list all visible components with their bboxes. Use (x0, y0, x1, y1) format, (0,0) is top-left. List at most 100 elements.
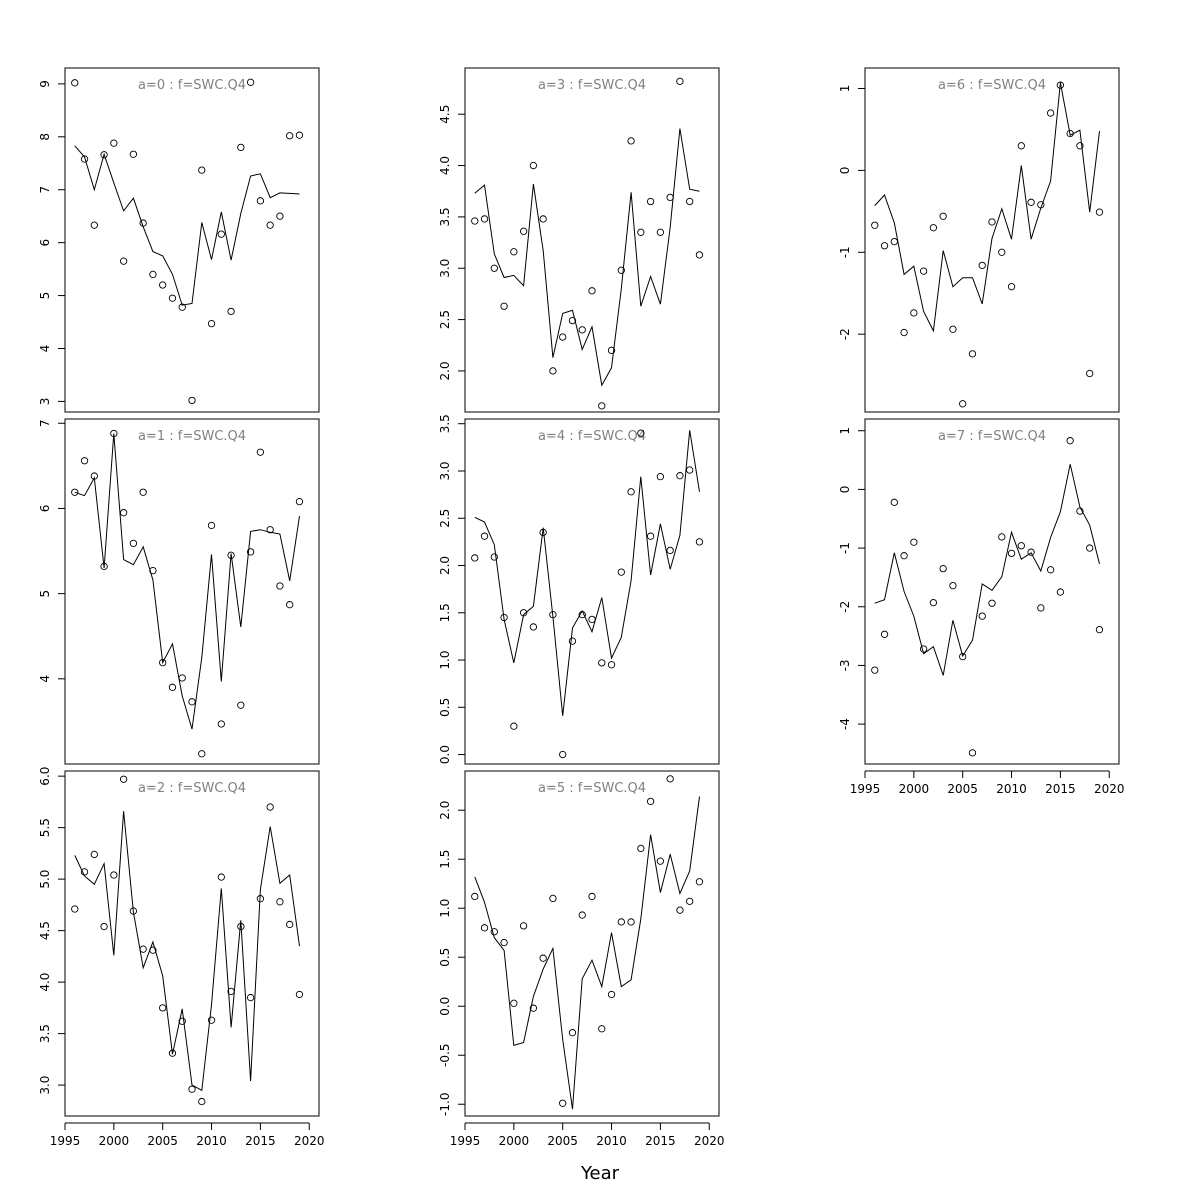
observed-point (1046, 566, 1055, 574)
observed-point (480, 215, 489, 223)
plot-frame (864, 67, 1120, 413)
x-tick-label: 2005 (147, 1134, 178, 1148)
panel-5: a=5 : f=SWC.Q4 -1.0 -0.5 0.0 0.5 1.0 1.5 2.0 199… (438, 770, 725, 1148)
observed-point (890, 498, 898, 506)
y-tick-label: -3 (838, 659, 852, 671)
y-tick-label: 0 (838, 167, 852, 175)
observed-point (110, 139, 118, 147)
observed-point (617, 568, 625, 576)
y-tick-label: 4.5 (438, 105, 452, 124)
observed-point (198, 166, 206, 174)
plot-frame (64, 418, 320, 765)
y-tick-label: 0 (838, 486, 852, 494)
observed-point (139, 945, 147, 953)
observed-point (188, 396, 196, 405)
observed-point (510, 999, 518, 1007)
plot-frame (64, 770, 320, 1117)
x-tick-label: 2000 (99, 1134, 130, 1148)
fitted-series-line (474, 430, 700, 716)
panel-6: a=6 : f=SWC.Q4 -2 -1 0 1 (838, 67, 1120, 413)
observed-point (959, 400, 967, 408)
observed-point (578, 911, 586, 919)
plot-frame (464, 418, 720, 765)
observed-point (978, 612, 986, 620)
observed-point (1007, 549, 1016, 558)
observed-point (666, 775, 674, 783)
y-tick-label: 3.0 (438, 259, 452, 278)
y-tick-label: 0.0 (438, 745, 452, 764)
y-tick-label: 7 (38, 186, 52, 194)
observed-point (646, 797, 655, 806)
observed-point (588, 615, 596, 624)
observed-point (1086, 544, 1094, 552)
observed-point (988, 599, 996, 607)
observed-point (217, 720, 225, 728)
fitted-series-line (474, 796, 700, 1110)
y-tick-label: 1 (838, 427, 852, 435)
y-tick-label: 6 (38, 239, 52, 247)
y-tick-label: -1.0 (438, 1093, 452, 1116)
observed-point (256, 197, 265, 205)
observed-point (978, 261, 986, 270)
x-tick-label: 2010 (596, 1134, 627, 1148)
observed-point (607, 661, 616, 669)
panel-4: a=4 : f=SWC.Q4 0.0 0.5 1.0 1.5 2.0 2.5 3.0 3.5 (438, 414, 720, 765)
x-tick-label: 2020 (1094, 782, 1125, 796)
observed-point (568, 1029, 577, 1037)
observed-point (880, 242, 889, 250)
x-tick-label: 2000 (499, 1134, 530, 1148)
observed-point (676, 472, 684, 480)
observed-point (998, 248, 1006, 256)
observed-point (598, 659, 606, 667)
observed-point (900, 552, 908, 560)
observed-point (627, 488, 635, 496)
x-axis-label: Year (580, 1163, 620, 1184)
observed-point (1027, 548, 1035, 556)
observed-point (71, 905, 79, 913)
observed-point (666, 546, 674, 555)
observed-point (276, 898, 284, 906)
observed-point (559, 750, 567, 759)
observed-point (890, 237, 898, 246)
observed-point (627, 137, 635, 145)
observed-point (217, 230, 225, 238)
x-tick-label: 2020 (294, 1134, 325, 1148)
observed-point (1095, 208, 1104, 216)
y-tick-label: 6.0 (38, 767, 52, 786)
observed-point (617, 918, 625, 926)
panel-3: a=3 : f=SWC.Q4 2.0 2.5 3.0 3.5 4.0 4.5 (438, 67, 720, 413)
fitted-series-line (74, 145, 300, 306)
observed-point (266, 803, 274, 811)
observed-point (178, 674, 186, 682)
observed-point (129, 150, 138, 158)
y-tick-label: 2.5 (438, 509, 452, 528)
observed-point (119, 257, 128, 265)
y-tick-label: 1.0 (438, 650, 452, 669)
y-tick-label: 3 (38, 398, 52, 406)
observed-point (968, 749, 977, 757)
observed-point (188, 698, 196, 706)
y-tick-label: 5.0 (38, 870, 52, 889)
observed-point (871, 221, 879, 229)
y-tick-label: 3.0 (38, 1076, 52, 1095)
observed-point (295, 131, 304, 139)
observed-point (929, 598, 938, 607)
plot-frame (464, 770, 720, 1117)
observed-point (119, 775, 128, 783)
observed-point (549, 367, 557, 375)
observed-point (90, 850, 98, 859)
y-tick-label: 4 (38, 345, 52, 353)
observed-point (227, 307, 235, 316)
observed-point (500, 938, 508, 947)
observed-point (695, 538, 704, 546)
observed-point (80, 457, 89, 465)
panel-0: a=0 : f=SWC.Q4 3 4 5 6 7 8 9 (38, 67, 320, 413)
observed-point (207, 319, 216, 328)
observed-point (159, 281, 167, 289)
observed-point (188, 1085, 196, 1093)
y-tick-label: 2.0 (438, 361, 452, 380)
panel-1: a=1 : f=SWC.Q4 4 5 6 7 (38, 418, 320, 765)
observed-point (637, 844, 645, 853)
panel-title: a=3 : f=SWC.Q4 (538, 78, 646, 93)
observed-point (686, 197, 694, 206)
